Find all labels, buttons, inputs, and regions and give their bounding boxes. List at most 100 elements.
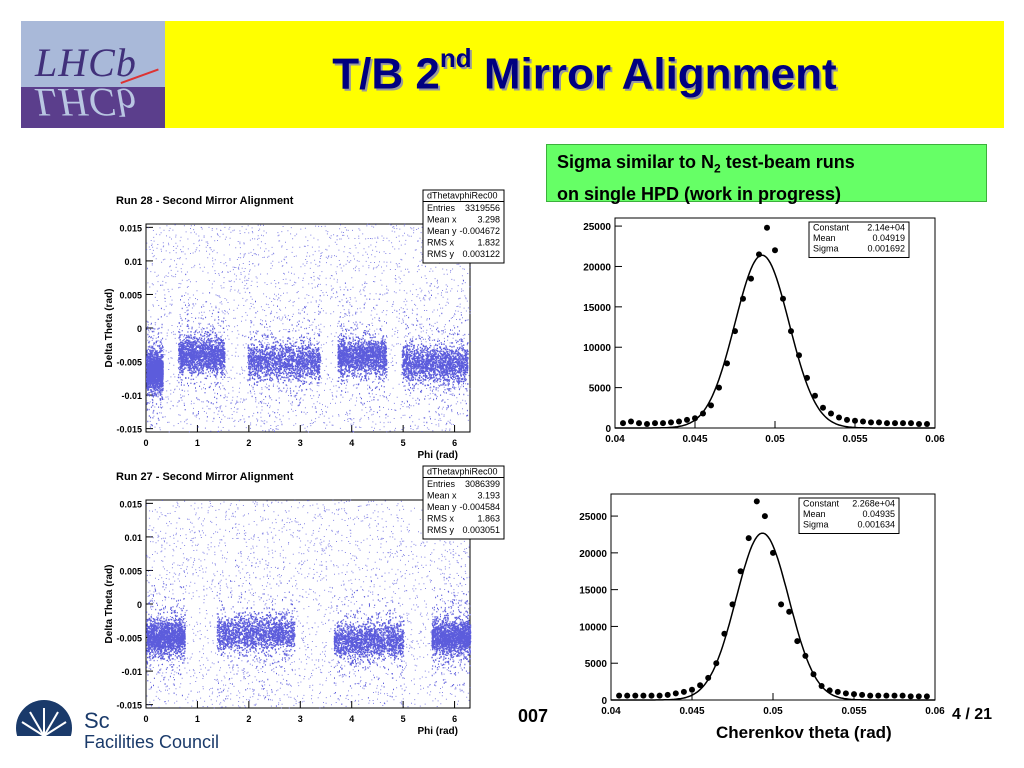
- y-tick-label: 0.01: [124, 533, 142, 543]
- y-tick-label: -0.005: [116, 358, 142, 368]
- stats-value: 0.003122: [462, 249, 500, 259]
- page-title: T/B 2nd Mirror Alignment: [165, 43, 1004, 100]
- stats-key: Mean y: [427, 502, 457, 512]
- data-point: [875, 692, 882, 699]
- x-tick-label: 0.06: [925, 434, 945, 445]
- data-point: [812, 392, 818, 399]
- data-point: [844, 416, 850, 423]
- data-point: [729, 601, 736, 608]
- footer-org-line1: Sc: [84, 708, 110, 733]
- data-point: [794, 638, 801, 645]
- data-point: [616, 692, 623, 699]
- data-band: [337, 282, 388, 428]
- data-point: [900, 420, 906, 427]
- x-tick-label: 3: [298, 714, 303, 724]
- data-band: [146, 570, 186, 707]
- data-point: [697, 682, 704, 689]
- chart-title: Run 27 - Second Mirror Alignment: [116, 471, 294, 483]
- x-tick-label: 6: [452, 714, 457, 724]
- stats-value: 0.04935: [862, 509, 895, 519]
- data-point: [916, 420, 922, 427]
- y-tick-label: 0: [605, 424, 611, 435]
- stats-key: Mean: [803, 509, 826, 519]
- data-point: [753, 498, 760, 505]
- x-tick-label: 0: [143, 714, 148, 724]
- data-point: [648, 692, 655, 699]
- data-point: [745, 535, 752, 542]
- stats-value: 0.04919: [872, 233, 905, 243]
- stats-key: Entries: [427, 479, 456, 489]
- stats-key: RMS y: [427, 525, 455, 535]
- y-tick-label: 25000: [583, 222, 611, 233]
- data-point: [668, 419, 674, 426]
- data-point: [716, 384, 722, 391]
- data-point: [672, 690, 679, 697]
- stats-value: 3319556: [465, 203, 500, 213]
- data-band: [431, 565, 472, 692]
- data-point: [664, 691, 671, 698]
- x-tick-label: 0.04: [601, 706, 621, 717]
- stats-value: -0.004584: [459, 502, 500, 512]
- data-band: [333, 574, 405, 705]
- stats-key: RMS x: [427, 514, 455, 524]
- stats-key: Constant: [803, 499, 840, 509]
- data-point: [644, 420, 650, 427]
- y-tick-label: 0: [137, 324, 142, 334]
- stats-value: 3.298: [477, 215, 500, 225]
- stats-key: Mean x: [427, 491, 457, 501]
- cherenkov-x-axis-title: Cherenkov theta (rad): [716, 723, 892, 742]
- stats-name: dThetavphiRec00: [427, 467, 498, 477]
- data-point: [915, 693, 922, 700]
- y-tick-label: 15000: [583, 303, 611, 314]
- y-tick-label: -0.015: [116, 701, 142, 711]
- stats-box: [422, 465, 505, 540]
- x-axis-title: Phi (rad): [417, 726, 458, 737]
- data-point: [772, 247, 778, 254]
- data-point: [778, 601, 785, 608]
- gaussian-fit-curve: [615, 254, 935, 429]
- data-point: [700, 410, 706, 417]
- stats-key: Mean: [813, 233, 836, 243]
- cherenkov-fit-chart-bottom: 0.04 0.045 0.05 0.055 0.06 0 5000 10000 15000 200…: [579, 493, 945, 717]
- y-tick-label: -0.005: [116, 634, 142, 644]
- stats-key: Sigma: [803, 520, 829, 530]
- data-point: [756, 251, 762, 258]
- stats-box: [808, 221, 910, 258]
- data-point: [810, 671, 817, 678]
- stats-value: 1.863: [477, 514, 500, 524]
- x-tick-label: 2: [246, 714, 251, 724]
- y-tick-label: 0.015: [119, 223, 142, 233]
- run27-scatter-chart: Run 27 - Second Mirror Alignment 0 1 2 3 4 5 6 -…: [104, 465, 505, 737]
- data-point: [737, 568, 744, 575]
- background-points: [146, 223, 471, 433]
- stats-value: 2.268e+04: [852, 499, 895, 509]
- y-tick-label: 0.005: [119, 290, 142, 300]
- data-point: [828, 410, 834, 417]
- data-point: [708, 402, 714, 409]
- y-tick-label: -0.01: [121, 667, 142, 677]
- stats-value: 3086399: [465, 479, 500, 489]
- data-band: [401, 280, 469, 427]
- data-point: [851, 691, 857, 698]
- note-box: Sigma similar to N2 test-beam runs on si…: [546, 144, 987, 204]
- data-point: [689, 686, 695, 693]
- y-tick-label: 20000: [579, 549, 607, 560]
- x-tick-label: 0.06: [925, 706, 945, 717]
- x-tick-label: 0.05: [763, 706, 783, 717]
- y-tick-label: 5000: [585, 659, 608, 670]
- data-point: [899, 692, 906, 699]
- data-point: [624, 692, 631, 699]
- stats-value: -0.004672: [459, 226, 500, 236]
- data-point: [852, 417, 858, 424]
- data-point: [860, 418, 866, 425]
- stats-key: RMS x: [427, 238, 455, 248]
- x-tick-label: 4: [349, 714, 354, 724]
- y-tick-label: 15000: [579, 586, 607, 597]
- data-point: [891, 692, 898, 699]
- cherenkov-fit-chart-top: 0.04 0.045 0.05 0.055 0.06 0 5000 10000 15000 200…: [583, 217, 945, 445]
- x-tick-label: 6: [452, 438, 457, 448]
- data-point: [788, 328, 794, 335]
- x-tick-label: 4: [349, 438, 354, 448]
- data-point: [740, 295, 746, 302]
- background-points: [146, 499, 471, 709]
